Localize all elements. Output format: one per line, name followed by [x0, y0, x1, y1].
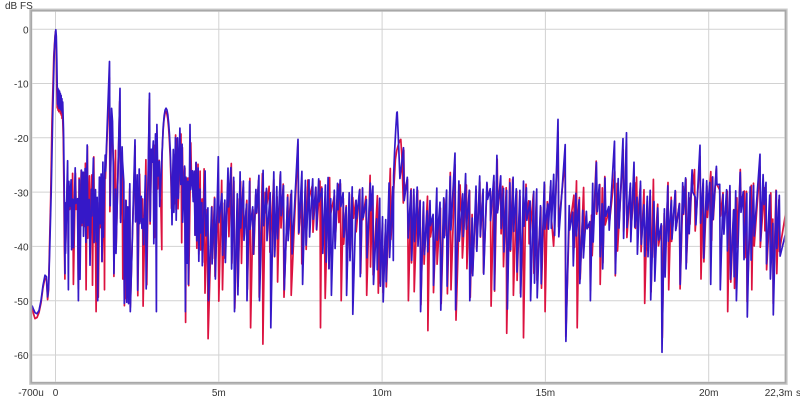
svg-text:-30: -30 — [14, 188, 29, 199]
svg-text:-10: -10 — [14, 80, 29, 91]
svg-text:0: 0 — [23, 25, 29, 36]
svg-text:s: s — [796, 388, 800, 399]
svg-text:0: 0 — [53, 388, 59, 399]
svg-text:-40: -40 — [14, 243, 29, 254]
svg-text:-50: -50 — [14, 297, 29, 308]
svg-text:-700u: -700u — [18, 388, 44, 399]
svg-text:-60: -60 — [14, 351, 29, 362]
svg-text:dB FS: dB FS — [5, 1, 33, 12]
svg-text:22,3m: 22,3m — [765, 388, 793, 399]
svg-text:15m: 15m — [536, 388, 555, 399]
svg-text:20m: 20m — [699, 388, 718, 399]
svg-text:10m: 10m — [372, 388, 391, 399]
svg-text:-20: -20 — [14, 134, 29, 145]
svg-text:5m: 5m — [212, 388, 226, 399]
